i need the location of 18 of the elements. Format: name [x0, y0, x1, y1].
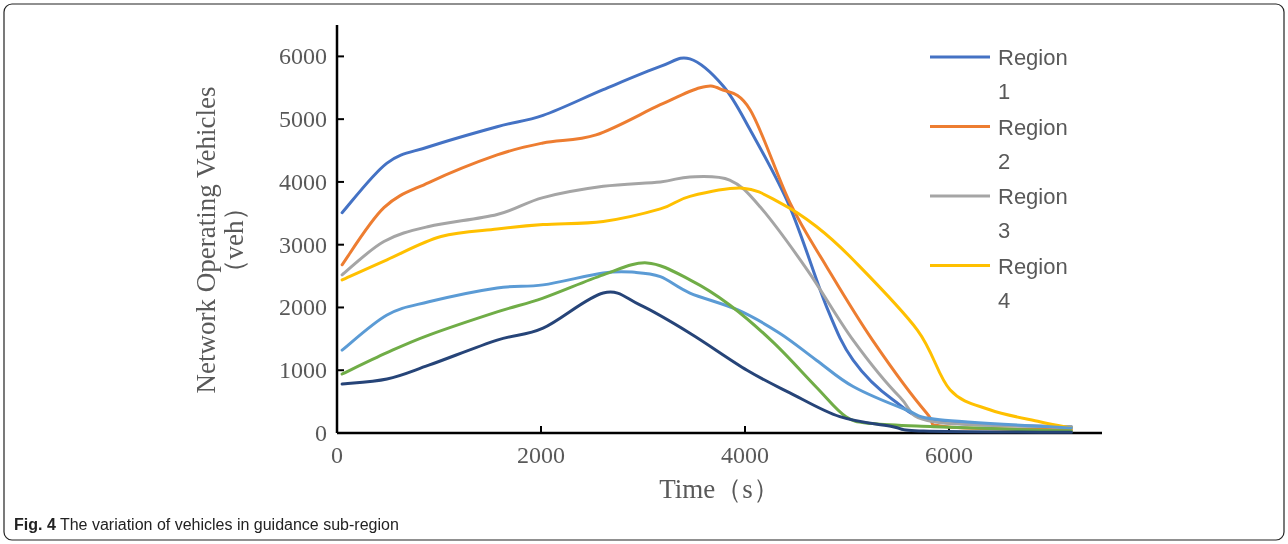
text: Fig. 4 The variation of vehicles in guidance sub-region: [14, 516, 399, 533]
x-tick-label: 2000: [517, 442, 565, 468]
legend-label: Region 2: [998, 114, 1068, 174]
legend-label: Region 1: [998, 45, 1068, 104]
x-tick-label: 6000: [925, 442, 973, 468]
x-axis-title: Time（s）: [659, 474, 780, 504]
x-tick-label: 0: [331, 442, 343, 468]
legend-label: Region 4: [998, 253, 1068, 313]
y-tick-label: 3000: [279, 231, 327, 258]
y-tick-label: 5000: [279, 106, 327, 133]
y-axis-title: Network Operating Vehicles （veh）: [191, 86, 249, 394]
y-tick-label: 4000: [279, 168, 327, 195]
y-tick-label: 6000: [279, 43, 327, 70]
y-tick-label: 0: [315, 420, 327, 446]
y-tick-label: 2000: [279, 294, 327, 321]
legend-label: Region 3: [998, 184, 1068, 243]
x-tick-label: 4000: [721, 442, 769, 468]
y-tick-label: 1000: [279, 357, 327, 384]
